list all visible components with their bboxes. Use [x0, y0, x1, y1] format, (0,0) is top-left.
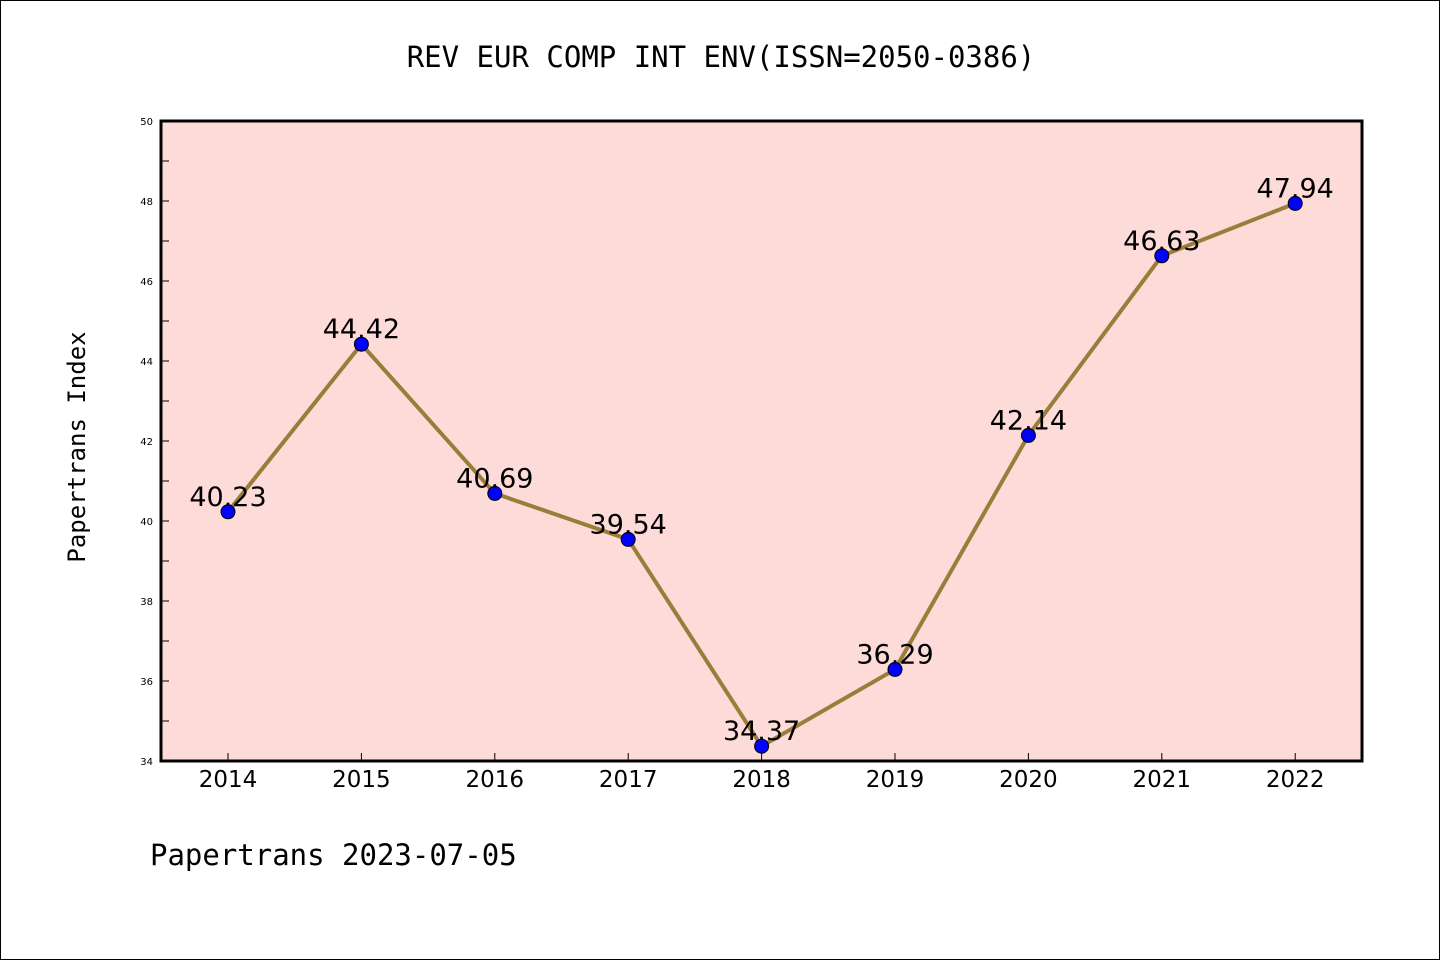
x-axis: 2014 2015 2016 2017 2018 2019 2020 2021 2022 — [199, 753, 1325, 793]
data-point — [220, 504, 236, 520]
plot-area — [159, 119, 1364, 763]
x-tick-label: 2019 — [866, 767, 925, 793]
data-point — [754, 738, 770, 754]
data-label: 40.23 — [189, 482, 266, 513]
x-tick-label: 2021 — [1133, 767, 1192, 793]
data-point — [487, 485, 503, 501]
y-tick-label: 36 — [140, 677, 153, 688]
y-tick-label: 38 — [140, 597, 153, 608]
data-point — [887, 661, 903, 677]
data-label: 40.69 — [456, 463, 533, 494]
x-tick-label: 2016 — [466, 767, 525, 793]
x-tick-label: 2022 — [1266, 767, 1325, 793]
series-group: 40.23 44.42 40.69 39.54 34.37 36.29 42.14 46.63… — [189, 173, 1334, 754]
y-tick-label: 44 — [140, 357, 153, 368]
chart-title: REV EUR COMP INT ENV(ISSN=2050-0386) — [407, 40, 1036, 74]
x-tick-label: 2020 — [999, 767, 1058, 793]
footer-text: Papertrans 2023-07-05 — [150, 838, 517, 872]
x-tick-label: 2015 — [332, 767, 391, 793]
data-point — [1020, 427, 1036, 443]
y-axis-label: Papertrans Index — [63, 331, 91, 562]
data-label: 44.42 — [323, 314, 400, 345]
y-tick-label: 48 — [140, 197, 153, 208]
x-tick-label: 2014 — [199, 767, 258, 793]
y-tick-label: 34 — [140, 757, 153, 768]
y-axis: 34 36 38 40 42 44 46 48 50 — [140, 117, 169, 768]
data-label: 34.37 — [723, 716, 800, 747]
data-point — [353, 336, 369, 352]
data-point — [1154, 248, 1170, 264]
y-tick-label: 46 — [140, 277, 153, 288]
data-label: 39.54 — [590, 509, 667, 540]
y-tick-label: 50 — [140, 117, 153, 128]
y-tick-label: 42 — [140, 437, 153, 448]
data-label: 42.14 — [990, 405, 1067, 436]
data-label: 36.29 — [856, 639, 933, 670]
data-point — [620, 531, 636, 547]
x-tick-label: 2017 — [599, 767, 658, 793]
data-label: 47.94 — [1257, 173, 1334, 204]
y-tick-label: 40 — [140, 517, 153, 528]
data-point — [1287, 195, 1303, 211]
x-tick-label: 2018 — [732, 767, 791, 793]
data-label: 46.63 — [1123, 226, 1200, 257]
